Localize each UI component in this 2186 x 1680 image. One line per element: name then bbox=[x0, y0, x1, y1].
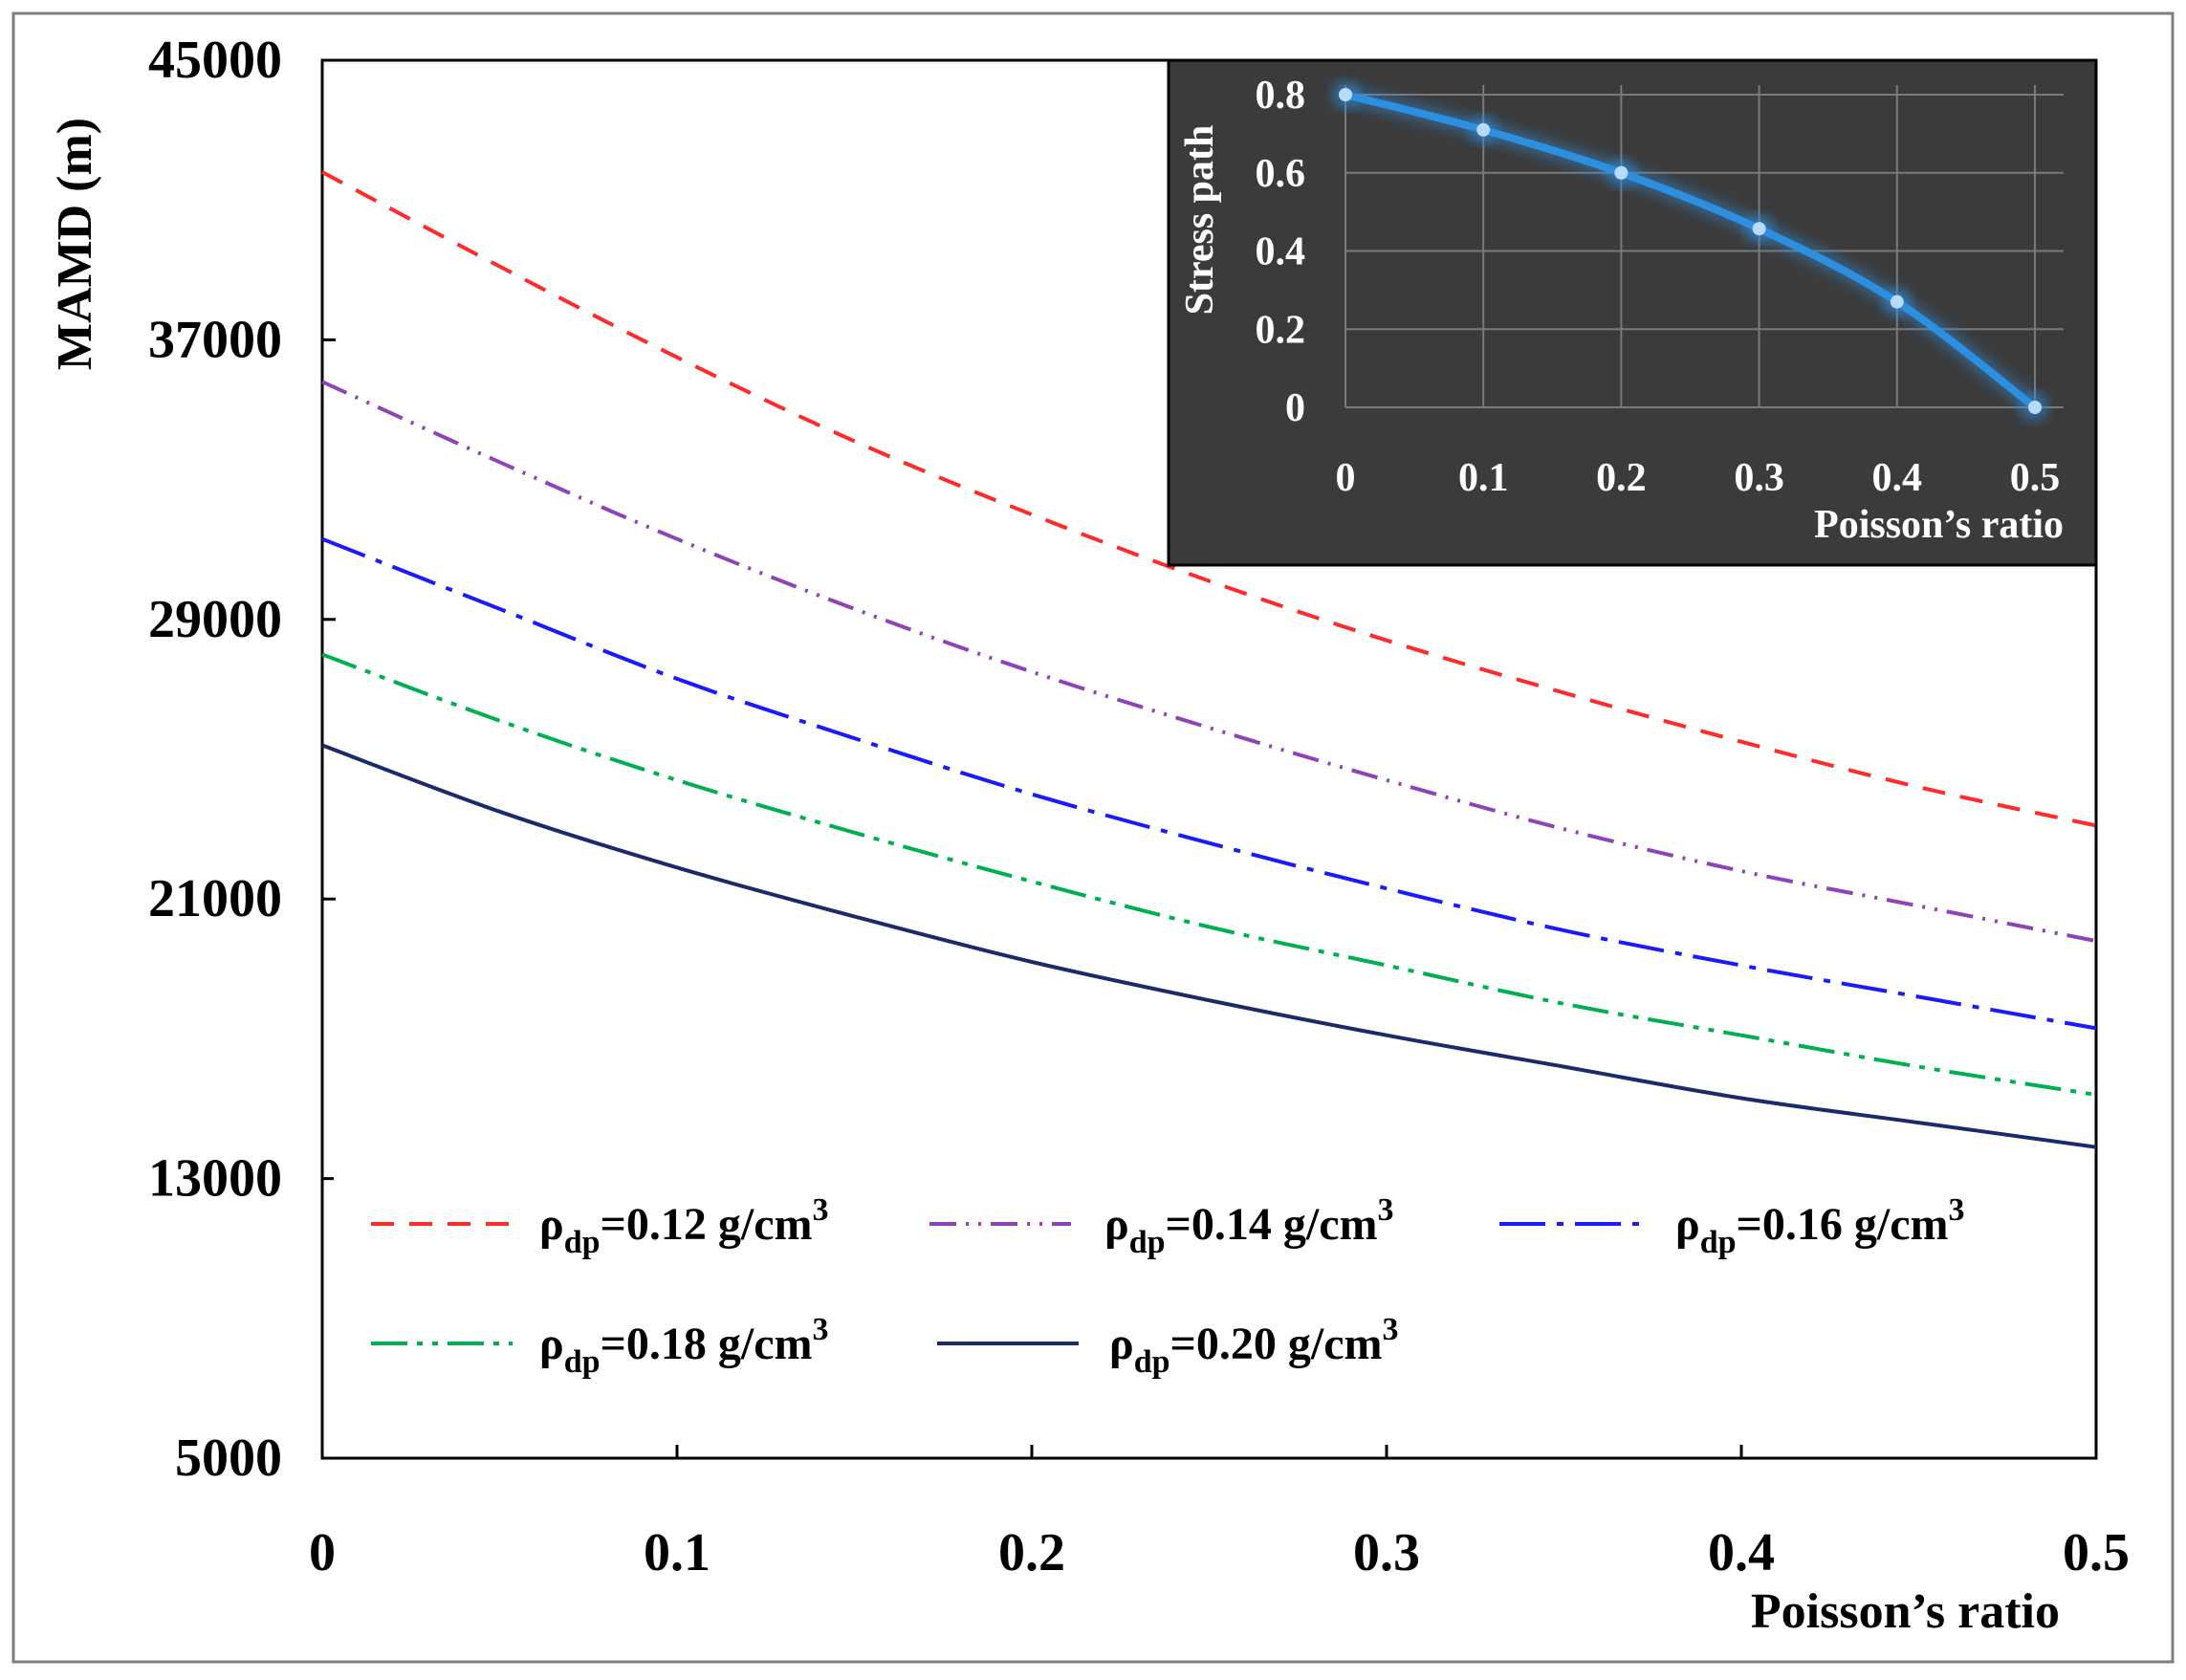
y-tick-label: 45000 bbox=[148, 31, 282, 90]
inset-chart: 0 0.2 0.4 0.6 0.8 0 0.1 0.2 0.3 0.4 0.5 Stress pat… bbox=[1167, 58, 2098, 567]
x-tick-label: 0 bbox=[309, 1523, 336, 1582]
y-tick-label: 5000 bbox=[175, 1429, 282, 1488]
inset-x-tick-label: 0.3 bbox=[1734, 456, 1784, 500]
inset-x-tick-label: 0.4 bbox=[1872, 456, 1923, 500]
inset-data-point bbox=[1890, 295, 1904, 309]
series-line-3 bbox=[321, 652, 2097, 1097]
x-tick-label: 0.2 bbox=[998, 1523, 1065, 1582]
inset-y-tick-label: 0 bbox=[1285, 386, 1305, 430]
inset-data-point bbox=[1752, 222, 1766, 236]
inset-y-tick-label: 0.2 bbox=[1256, 308, 1306, 352]
y-tick-label: 21000 bbox=[148, 869, 282, 928]
inset-y-tick-label: 0.8 bbox=[1256, 74, 1306, 118]
main-series-group bbox=[321, 170, 2097, 1149]
legend-label-2: ρdp=0.16 g/cm3 bbox=[1675, 1192, 1965, 1260]
legend-label-0: ρdp=0.12 g/cm3 bbox=[539, 1192, 829, 1260]
inset-data-point bbox=[1339, 88, 1352, 101]
inset-background bbox=[1167, 58, 2098, 567]
inset-y-tick-label: 0.6 bbox=[1256, 152, 1306, 196]
legend-box bbox=[334, 1152, 1978, 1391]
x-tick-label: 0.1 bbox=[644, 1523, 710, 1582]
inset-grid bbox=[1344, 85, 2064, 408]
series-line-4 bbox=[321, 743, 2097, 1149]
x-tick-label: 0.4 bbox=[1708, 1523, 1775, 1582]
inset-axes-group: 0 0.2 0.4 0.6 0.8 0 0.1 0.2 0.3 0.4 0.5 bbox=[1256, 74, 2061, 500]
inset-y-axis-title: Stress path bbox=[1178, 125, 1222, 316]
y-tick-label: 29000 bbox=[148, 590, 282, 649]
inset-data-point bbox=[1476, 122, 1491, 137]
inset-series-group bbox=[1332, 81, 2048, 421]
y-tick-label: 37000 bbox=[148, 310, 282, 369]
main-y-axis-title: MAMD (m) bbox=[48, 118, 102, 370]
main-x-axis-title: Poisson’s ratio bbox=[1751, 1584, 2060, 1639]
legend: ρdp=0.12 g/cm3 ρdp=0.14 g/cm3 ρdp=0.16 g/c… bbox=[371, 1192, 1965, 1380]
y-tick-label: 13000 bbox=[148, 1149, 282, 1209]
inset-y-tick-label: 0.4 bbox=[1256, 230, 1306, 274]
series-line-2 bbox=[321, 536, 2097, 1031]
legend-label-4: ρdp=0.20 g/cm3 bbox=[1109, 1312, 1399, 1380]
inset-series-line-0 bbox=[1342, 91, 2039, 411]
inset-x-axis-title: Poisson’s ratio bbox=[1814, 503, 2064, 547]
inset-data-point bbox=[2028, 401, 2042, 414]
x-tick-label: 0.5 bbox=[2063, 1523, 2130, 1582]
inset-x-tick-label: 0 bbox=[1336, 456, 1356, 500]
x-tick-label: 0.3 bbox=[1353, 1523, 1420, 1582]
inset-x-tick-label: 0.1 bbox=[1458, 456, 1509, 500]
legend-label-3: ρdp=0.18 g/cm3 bbox=[539, 1312, 829, 1380]
inset-data-point bbox=[1614, 165, 1629, 180]
series-line-0 bbox=[321, 170, 2097, 828]
legend-label-1: ρdp=0.14 g/cm3 bbox=[1104, 1192, 1394, 1260]
inset-x-tick-label: 0.2 bbox=[1596, 456, 1647, 500]
inset-x-tick-label: 0.5 bbox=[2010, 456, 2061, 500]
series-line-1 bbox=[321, 380, 2097, 944]
